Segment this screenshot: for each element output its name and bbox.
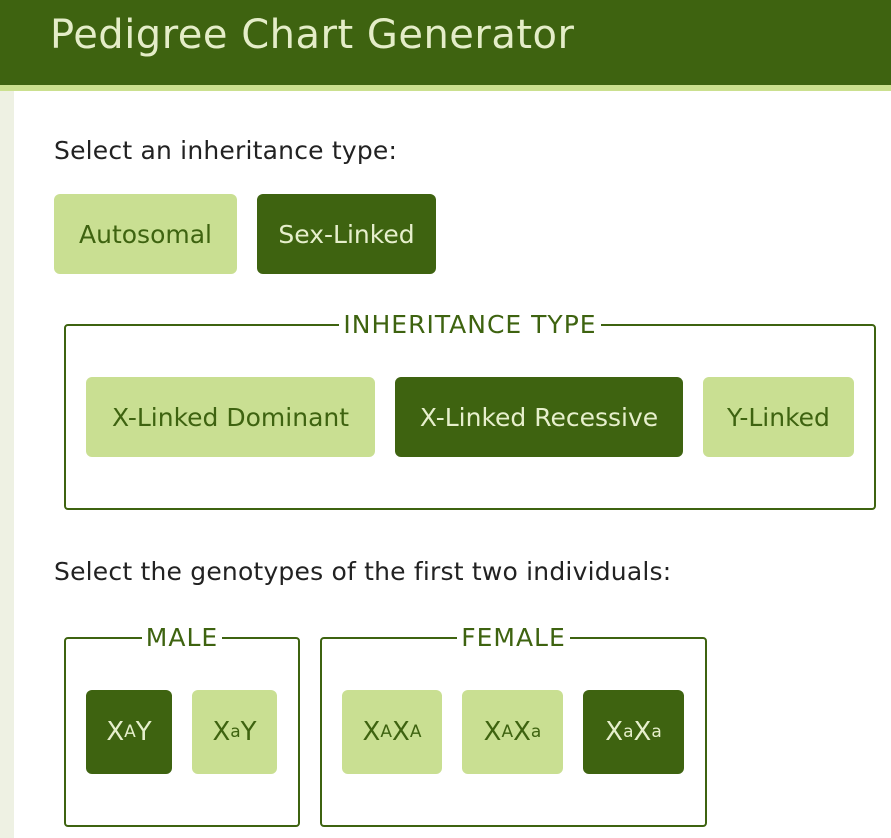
inheritance-prompt: Select an inheritance type: bbox=[54, 136, 398, 165]
inheritance-type-legend: INHERITANCE TYPE bbox=[339, 310, 601, 339]
page-header: Pedigree Chart Generator bbox=[0, 0, 891, 85]
sex-linked-button[interactable]: Sex-Linked bbox=[257, 194, 436, 274]
male-fieldset: MALE bbox=[64, 623, 300, 827]
genotype-prompt: Select the genotypes of the first two in… bbox=[54, 557, 672, 586]
female-legend: FEMALE bbox=[457, 623, 570, 652]
x-linked-recessive-button[interactable]: X-Linked Recessive bbox=[395, 377, 683, 457]
y-linked-button[interactable]: Y-Linked bbox=[703, 377, 854, 457]
male-legend: MALE bbox=[141, 623, 223, 652]
autosomal-button[interactable]: Autosomal bbox=[54, 194, 237, 274]
inheritance-type-fieldset: INHERITANCE TYPE bbox=[64, 310, 876, 510]
sidebar-stripe bbox=[0, 91, 14, 838]
header-accent-stripe bbox=[0, 85, 891, 91]
female-fieldset: FEMALE bbox=[320, 623, 707, 827]
page-title: Pedigree Chart Generator bbox=[50, 12, 575, 58]
x-linked-dominant-button[interactable]: X-Linked Dominant bbox=[86, 377, 375, 457]
